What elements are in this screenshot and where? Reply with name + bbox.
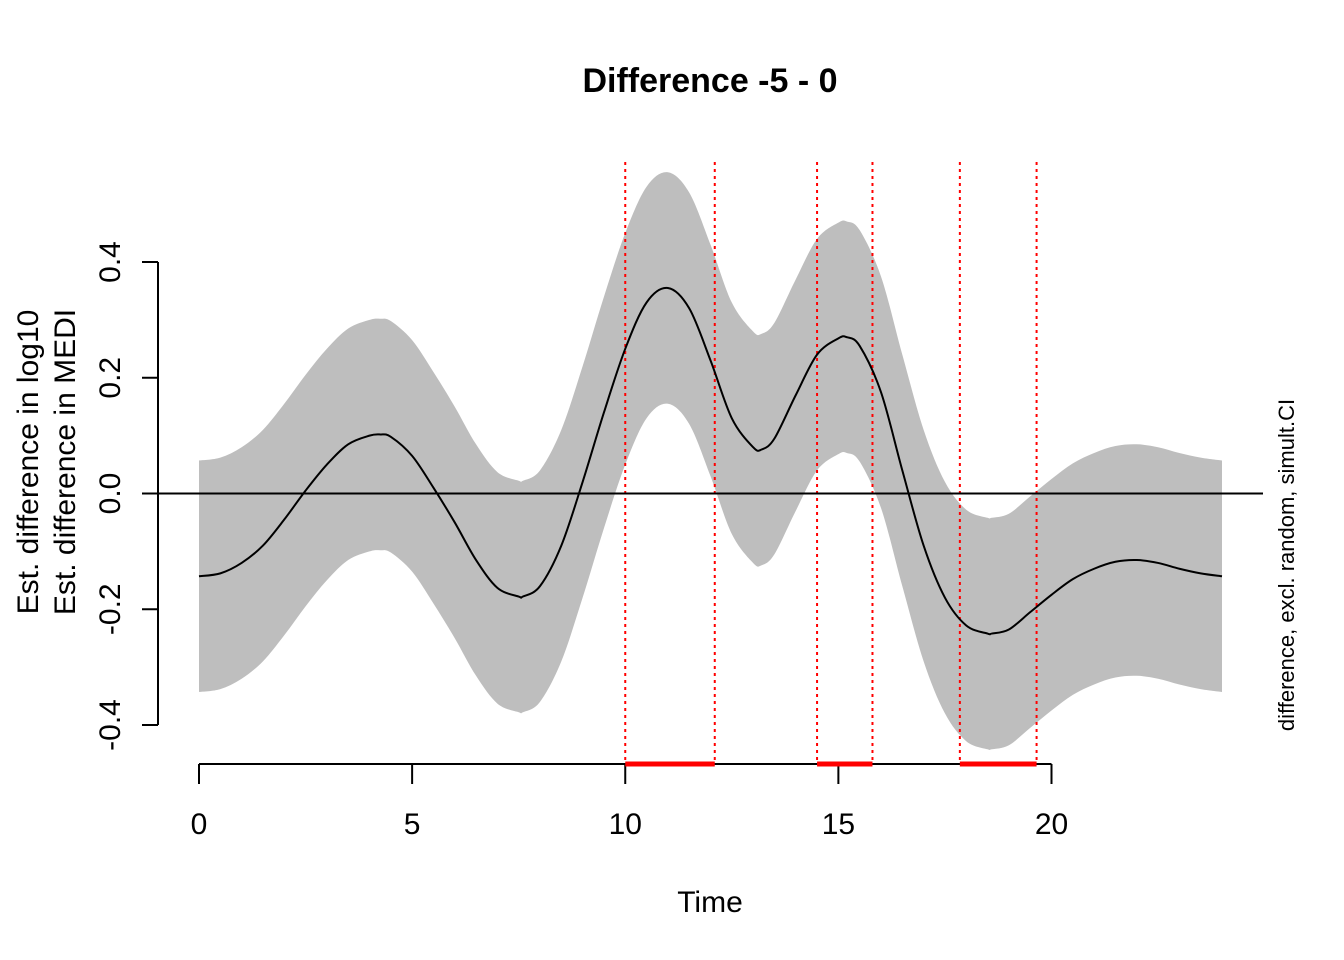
significance-lines-layer [624, 162, 1038, 763]
x-tick-label: 20 [1035, 808, 1068, 841]
y-tick-label: 0.0 [94, 473, 127, 515]
estimate-line [198, 286, 1223, 636]
chart-title: Difference -5 - 0 [582, 62, 837, 100]
y-tick-label: 0.2 [94, 357, 127, 399]
x-tick-label: 5 [404, 808, 421, 841]
x-tick-label: 0 [191, 808, 208, 841]
y-tick-label: -0.2 [94, 583, 127, 635]
estimate-line-layer [198, 286, 1223, 636]
side-annotation: difference, excl. random, simult.CI [1274, 399, 1299, 731]
y-axis: -0.4 -0.2 0.0 0.2 0.4 [94, 241, 159, 751]
x-tick-label: 15 [822, 808, 855, 841]
confidence-band [199, 172, 1222, 751]
confidence-band-layer [199, 172, 1222, 751]
x-axis-label: Time [677, 886, 743, 919]
y-tick-label: 0.4 [94, 241, 127, 283]
y-tick-label: -0.4 [94, 699, 127, 751]
y-axis-label-line-2: Est. difference in MEDI [49, 309, 82, 615]
y-axis-label-line-1: Est. difference in log10 [12, 310, 45, 615]
x-tick-label: 10 [609, 808, 642, 841]
